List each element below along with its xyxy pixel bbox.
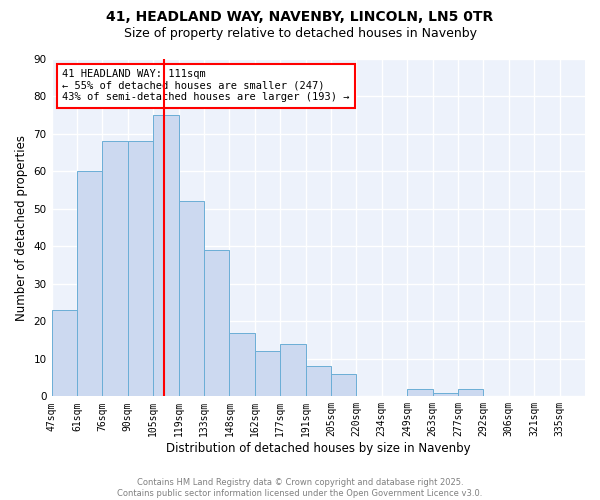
Bar	[77, 172, 103, 396]
Bar	[204, 250, 229, 396]
Bar	[280, 344, 305, 397]
Bar	[52, 310, 77, 396]
Bar	[458, 389, 484, 396]
Y-axis label: Number of detached properties: Number of detached properties	[15, 134, 28, 320]
Text: 41, HEADLAND WAY, NAVENBY, LINCOLN, LN5 0TR: 41, HEADLAND WAY, NAVENBY, LINCOLN, LN5 …	[106, 10, 494, 24]
Bar	[103, 142, 128, 396]
Bar	[331, 374, 356, 396]
Text: 41 HEADLAND WAY: 111sqm
← 55% of detached houses are smaller (247)
43% of semi-d: 41 HEADLAND WAY: 111sqm ← 55% of detache…	[62, 69, 350, 102]
X-axis label: Distribution of detached houses by size in Navenby: Distribution of detached houses by size …	[166, 442, 470, 455]
Bar	[179, 202, 204, 396]
Bar	[433, 392, 458, 396]
Text: Contains HM Land Registry data © Crown copyright and database right 2025.
Contai: Contains HM Land Registry data © Crown c…	[118, 478, 482, 498]
Bar	[128, 142, 153, 396]
Bar	[153, 115, 179, 396]
Bar	[255, 352, 280, 397]
Bar	[305, 366, 331, 396]
Bar	[229, 332, 255, 396]
Text: Size of property relative to detached houses in Navenby: Size of property relative to detached ho…	[124, 28, 476, 40]
Bar	[407, 389, 433, 396]
